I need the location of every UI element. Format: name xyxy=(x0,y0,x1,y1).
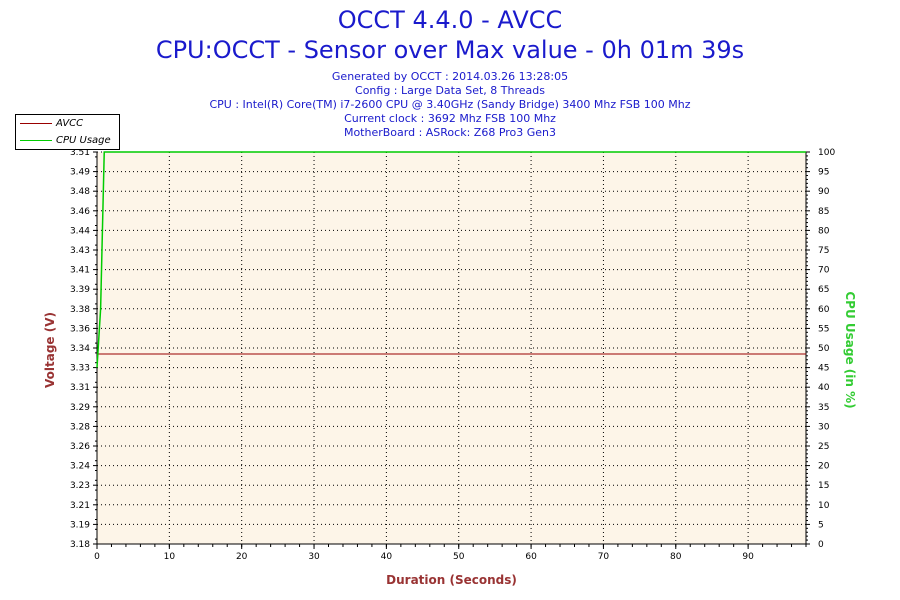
x-tick-label: 20 xyxy=(236,552,248,562)
y-tick-label: 3.23 xyxy=(70,481,90,491)
x-tick-label: 80 xyxy=(670,552,682,562)
y2-tick-label: 85 xyxy=(818,207,829,217)
y2-tick-label: 95 xyxy=(818,168,829,178)
x-tick-label: 50 xyxy=(453,552,465,562)
y-tick-label: 3.24 xyxy=(70,462,90,472)
y2-tick-label: 55 xyxy=(818,324,829,334)
legend-item-avcc: AVCC xyxy=(16,116,119,132)
config-info: Config : Large Data Set, 8 Threads xyxy=(355,84,545,97)
y-tick-label: 3.38 xyxy=(70,305,90,315)
y-tick-label: 3.49 xyxy=(70,168,90,178)
x-tick-label: 0 xyxy=(94,552,100,562)
y-tick-label: 3.36 xyxy=(70,324,90,334)
clock-info: Current clock : 3692 Mhz FSB 100 Mhz xyxy=(344,112,556,125)
x-axis-title: Duration (Seconds) xyxy=(386,573,517,587)
y2-axis-title: CPU Usage (in %) xyxy=(843,291,857,408)
cpu-usage-series-line xyxy=(96,151,806,368)
chart-legend: AVCC CPU Usage xyxy=(15,114,120,150)
y2-tick-label: 70 xyxy=(818,266,830,276)
y-tick-label: 3.21 xyxy=(70,501,90,511)
y2-tick-label: 100 xyxy=(818,148,835,158)
x-tick-label: 90 xyxy=(742,552,754,562)
y2-tick-label: 75 xyxy=(818,246,829,256)
y2-tick-label: 40 xyxy=(818,383,830,393)
x-tick-label: 60 xyxy=(525,552,537,562)
y2-tick-label: 5 xyxy=(818,520,824,530)
legend-label-avcc: AVCC xyxy=(56,118,84,129)
legend-label-cpu-usage: CPU Usage xyxy=(56,135,111,146)
y2-tick-label: 35 xyxy=(818,403,829,413)
y-tick-label: 3.19 xyxy=(70,520,90,530)
x-tick-label: 40 xyxy=(381,552,393,562)
y-tick-label: 3.28 xyxy=(70,422,90,432)
x-tick-label: 70 xyxy=(598,552,610,562)
y-tick-label: 3.34 xyxy=(70,344,90,354)
y2-tick-label: 90 xyxy=(818,187,830,197)
y2-tick-label: 0 xyxy=(818,540,824,550)
legend-swatch-cpu-usage xyxy=(20,140,52,141)
y-tick-label: 3.18 xyxy=(70,540,90,550)
y2-tick-label: 60 xyxy=(818,305,830,315)
y2-tick-label: 50 xyxy=(818,344,830,354)
y-tick-label: 3.51 xyxy=(70,148,90,158)
y-tick-label: 3.46 xyxy=(70,207,90,217)
legend-item-cpu-usage: CPU Usage xyxy=(16,133,119,149)
y2-tick-label: 30 xyxy=(818,422,830,432)
x-tick-label: 30 xyxy=(308,552,320,562)
y2-tick-label: 65 xyxy=(818,285,829,295)
y-tick-label: 3.41 xyxy=(70,266,90,276)
y-tick-label: 3.48 xyxy=(70,187,90,197)
y-tick-label: 3.39 xyxy=(70,285,90,295)
y-tick-label: 3.31 xyxy=(70,383,90,393)
y-tick-label: 3.44 xyxy=(70,226,90,236)
y2-tick-label: 20 xyxy=(818,462,830,472)
x-tick-label: 10 xyxy=(164,552,176,562)
y-axis-title: Voltage (V) xyxy=(43,312,57,388)
legend-swatch-avcc xyxy=(20,123,52,124)
y2-tick-label: 25 xyxy=(818,442,829,452)
y-tick-label: 3.29 xyxy=(70,403,90,413)
motherboard-info: MotherBoard : ASRock: Z68 Pro3 Gen3 xyxy=(343,126,557,139)
y2-tick-label: 15 xyxy=(818,481,829,491)
plot-area xyxy=(97,152,806,544)
y2-tick-label: 45 xyxy=(818,364,829,374)
y-tick-label: 3.43 xyxy=(70,246,90,256)
generated-info: Generated by OCCT : 2014.03.26 13:28:05 xyxy=(331,70,569,83)
chart-title: OCCT 4.4.0 - AVCC xyxy=(337,6,563,34)
y-tick-label: 3.33 xyxy=(70,364,90,374)
y2-tick-label: 80 xyxy=(818,226,830,236)
y-tick-label: 3.26 xyxy=(70,442,90,452)
y2-tick-label: 10 xyxy=(818,501,830,511)
chart-subtitle: CPU:OCCT - Sensor over Max value - 0h 01… xyxy=(155,36,745,64)
cpu-info: CPU : Intel(R) Core(TM) i7-2600 CPU @ 3.… xyxy=(209,98,691,111)
